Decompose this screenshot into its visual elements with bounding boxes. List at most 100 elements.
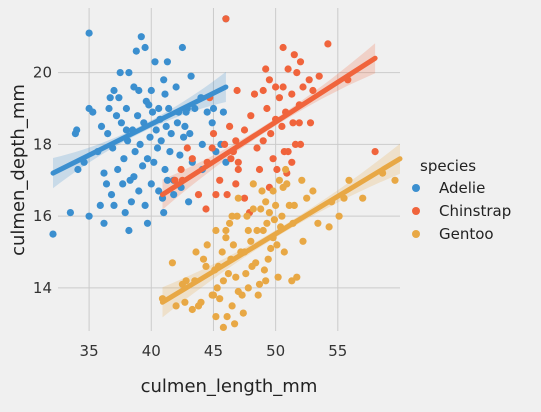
data-point-adelie — [97, 122, 106, 130]
data-point-chinstrap — [288, 158, 296, 166]
data-point-adelie — [198, 140, 206, 148]
data-point-chinstrap — [284, 65, 292, 73]
data-point-adelie — [185, 198, 193, 206]
data-point-chinstrap — [234, 165, 242, 174]
data-point-adelie — [152, 126, 160, 134]
x-tick-label: 45 — [204, 342, 223, 360]
data-point-gentoo — [228, 212, 236, 220]
x-tick-label: 55 — [328, 342, 347, 360]
data-point-gentoo — [247, 237, 255, 245]
data-point-chinstrap — [296, 140, 305, 148]
data-points — [49, 15, 399, 331]
data-point-adelie — [173, 119, 181, 127]
data-point-gentoo — [244, 284, 252, 292]
data-point-gentoo — [260, 266, 268, 274]
data-point-chinstrap — [234, 158, 242, 166]
data-point-gentoo — [242, 270, 250, 278]
data-point-chinstrap — [315, 72, 323, 80]
data-point-gentoo — [249, 205, 257, 213]
data-point-adelie — [157, 137, 165, 145]
data-point-adelie — [122, 126, 130, 134]
data-point-chinstrap — [279, 43, 287, 52]
data-point-chinstrap — [188, 155, 196, 163]
data-point-adelie — [153, 144, 162, 152]
legend-marker-gentoo — [412, 230, 420, 238]
data-point-chinstrap — [240, 126, 249, 134]
x-tick-label: 40 — [142, 342, 161, 360]
data-point-adelie — [137, 33, 145, 41]
data-point-adelie — [139, 162, 147, 170]
data-point-gentoo — [182, 277, 190, 285]
data-point-gentoo — [298, 176, 306, 184]
data-point-gentoo — [229, 241, 237, 249]
data-point-adelie — [147, 86, 155, 95]
data-point-chinstrap — [299, 83, 307, 91]
data-point-chinstrap — [371, 148, 379, 156]
data-point-adelie — [178, 43, 186, 52]
data-point-gentoo — [309, 187, 317, 195]
data-point-adelie — [186, 130, 194, 138]
data-point-chinstrap — [279, 83, 287, 91]
data-point-gentoo — [216, 295, 224, 303]
data-point-adelie — [148, 108, 157, 116]
data-point-gentoo — [335, 212, 343, 220]
data-point-gentoo — [219, 323, 227, 331]
data-point-chinstrap — [290, 51, 298, 59]
data-point-adelie — [117, 119, 125, 127]
data-point-adelie — [151, 58, 159, 66]
data-point-gentoo — [280, 248, 288, 256]
data-point-adelie — [172, 83, 180, 91]
data-point-chinstrap — [324, 40, 332, 48]
regression-line-gentoo — [159, 156, 403, 305]
data-point-gentoo — [288, 277, 296, 285]
y-tick-label: 20 — [33, 64, 52, 82]
data-point-adelie — [162, 122, 170, 130]
data-point-gentoo — [194, 302, 203, 310]
data-point-gentoo — [202, 262, 210, 270]
legend-marker-chinstrap — [412, 207, 420, 215]
data-point-gentoo — [223, 313, 231, 321]
data-point-chinstrap — [306, 119, 315, 127]
data-point-adelie — [143, 155, 152, 163]
data-point-adelie — [150, 158, 158, 166]
data-point-chinstrap — [240, 194, 249, 202]
y-tick-label: 18 — [33, 135, 52, 153]
data-point-gentoo — [278, 212, 286, 220]
data-point-gentoo — [231, 320, 239, 328]
data-point-gentoo — [224, 270, 232, 278]
x-tick-label: 50 — [266, 342, 285, 360]
data-point-adelie — [180, 133, 188, 141]
data-point-gentoo — [274, 273, 282, 281]
data-point-adelie — [114, 165, 122, 174]
data-point-adelie — [104, 130, 112, 138]
data-point-adelie — [112, 112, 121, 120]
data-point-gentoo — [283, 180, 291, 188]
data-point-chinstrap — [202, 205, 210, 213]
data-point-gentoo — [252, 259, 260, 267]
data-point-chinstrap — [296, 58, 305, 66]
data-point-gentoo — [222, 226, 230, 235]
data-point-gentoo — [275, 176, 283, 184]
data-point-gentoo — [270, 216, 278, 224]
data-point-gentoo — [218, 248, 226, 256]
data-point-chinstrap — [273, 165, 281, 174]
grid-lines — [58, 8, 400, 331]
data-point-gentoo — [272, 201, 280, 209]
data-point-gentoo — [262, 277, 270, 285]
y-axis-label: culmen_depth_mm — [8, 84, 29, 256]
data-point-chinstrap — [267, 130, 275, 138]
data-point-gentoo — [303, 194, 311, 202]
data-point-adelie — [132, 47, 140, 55]
data-point-adelie — [135, 187, 143, 195]
data-point-chinstrap — [177, 165, 185, 174]
data-point-adelie — [147, 180, 155, 188]
data-point-chinstrap — [265, 76, 273, 84]
data-point-adelie — [89, 108, 97, 116]
data-point-chinstrap — [212, 191, 220, 199]
legend-label-adelie: Adelie — [439, 179, 485, 197]
data-point-gentoo — [192, 248, 200, 256]
data-point-adelie — [125, 226, 133, 235]
data-point-adelie — [219, 108, 227, 116]
data-point-adelie — [166, 148, 174, 156]
